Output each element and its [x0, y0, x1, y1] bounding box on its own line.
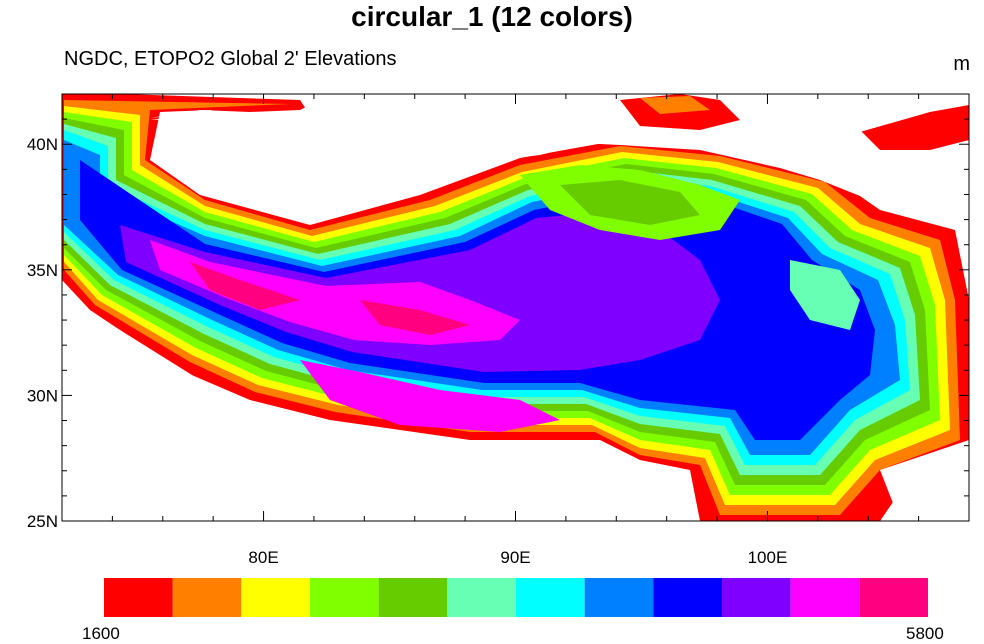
- colorbar-swatch: [172, 578, 242, 617]
- y-tick-label: 35N: [27, 261, 58, 280]
- colorbar-swatch: [516, 578, 585, 617]
- band-rose: [190, 262, 300, 310]
- colorbar: [104, 578, 928, 617]
- x-tick-label: 100E: [748, 548, 788, 567]
- elevation-map: [62, 94, 969, 521]
- eastern-cyan: [790, 260, 860, 330]
- colorbar-swatch: [859, 578, 928, 617]
- band-rose-2: [360, 300, 470, 335]
- colorbar-swatch: [447, 578, 516, 617]
- colorbar-min-label: 1600: [82, 624, 120, 643]
- colorbar-swatch: [241, 578, 310, 617]
- band-red-northeast: [860, 98, 969, 150]
- northeast-white: [760, 95, 969, 132]
- colorbar-swatch: [584, 578, 654, 617]
- colorbar-max-label: 5800: [906, 624, 944, 643]
- qaidam-basin-core: [560, 180, 700, 225]
- y-tick-label: 40N: [27, 135, 58, 154]
- colorbar-swatch: [310, 578, 379, 617]
- units-label: m: [953, 53, 970, 75]
- x-tick-label: 90E: [500, 548, 530, 567]
- band-orange-north: [640, 96, 710, 114]
- x-tick-label: 80E: [248, 548, 278, 567]
- band-magenta-south: [300, 360, 560, 432]
- y-tick-label: 30N: [27, 386, 58, 405]
- colorbar-swatch: [378, 578, 448, 617]
- chart-subtitle: NGDC, ETOPO2 Global 2' Elevations: [64, 48, 397, 70]
- tarim-basin-main: [150, 114, 560, 165]
- colorbar-swatch: [790, 578, 860, 617]
- southeast-white: [880, 440, 969, 521]
- colorbar-swatch: [722, 578, 791, 617]
- colorbar-swatch: [104, 578, 173, 617]
- southwest-white: [62, 300, 700, 521]
- chart-title: circular_1 (12 colors): [351, 1, 633, 32]
- axis-ticks: 80E 90E 100E 25N 30N 35N 40N: [27, 93, 970, 567]
- y-tick-label: 25N: [27, 512, 58, 531]
- colorbar-swatch: [653, 578, 722, 617]
